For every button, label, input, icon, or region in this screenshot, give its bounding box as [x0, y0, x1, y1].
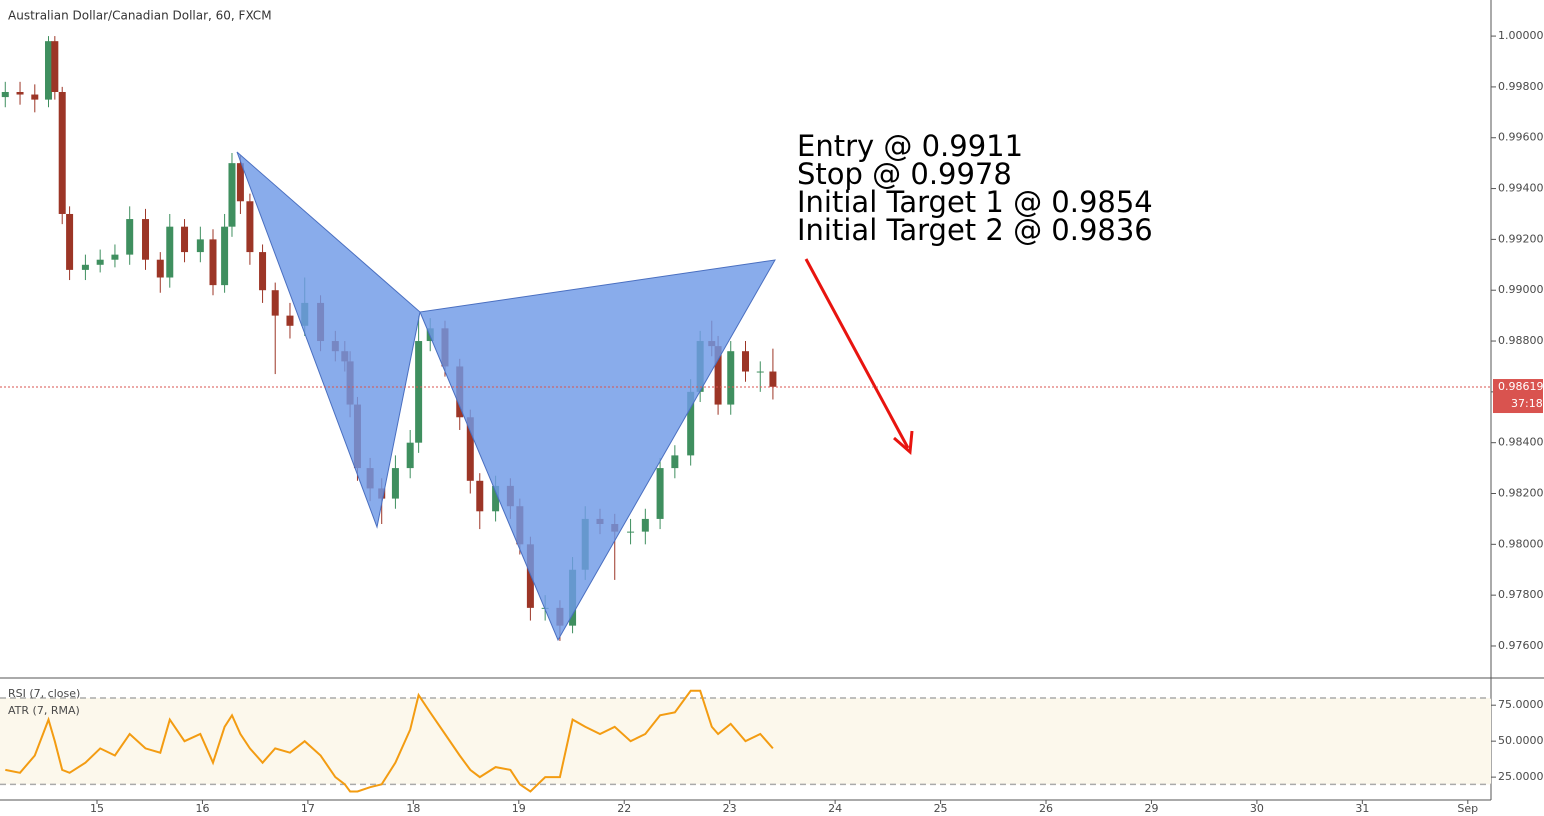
last-price-box	[1493, 379, 1543, 414]
candle-body	[259, 252, 267, 291]
rsi-line	[5, 689, 774, 793]
last-price-label: 0.98619	[1498, 380, 1544, 393]
x-tick-label: Sep	[1457, 802, 1478, 815]
candle-body	[627, 531, 635, 533]
x-tick-label: 19	[512, 802, 526, 815]
candle-body	[66, 213, 74, 270]
y-tick-label: 1.00000	[1498, 29, 1544, 42]
candle-body	[476, 480, 484, 512]
candle-body	[81, 264, 89, 270]
y-tick-label: 0.99800	[1498, 80, 1544, 93]
candle-body	[181, 226, 189, 253]
y-tick-label: 0.99200	[1498, 232, 1544, 245]
x-tick-label: 17	[301, 802, 315, 815]
x-tick-label: 24	[828, 802, 842, 815]
candle-body	[166, 226, 174, 278]
y-tick-label: 0.99000	[1498, 283, 1544, 296]
candle-body	[466, 417, 474, 481]
candle-body	[415, 341, 423, 443]
annotation: Stop @ 0.9978	[797, 157, 1012, 191]
x-tick-label: 23	[723, 802, 737, 815]
pattern-bcd	[419, 259, 776, 642]
candle-body	[31, 94, 39, 100]
candle-body	[196, 239, 204, 253]
arrow-head	[893, 430, 914, 456]
arrow-shaft	[804, 258, 910, 449]
candle-body	[209, 239, 217, 286]
x-tick-label: 16	[195, 802, 209, 815]
x-tick-label: 29	[1144, 802, 1158, 815]
y-tick-label: 0.99600	[1498, 131, 1544, 144]
candle-body	[714, 346, 722, 405]
y-tick-label: 0.98800	[1498, 334, 1544, 347]
candle-body	[236, 163, 244, 202]
candle-body	[769, 371, 777, 387]
candle-body	[271, 290, 279, 316]
annotation: Entry @ 0.9911	[797, 129, 1023, 163]
x-tick-label: 22	[617, 802, 631, 815]
x-tick-label: 31	[1355, 802, 1369, 815]
y-tick-label: 0.98000	[1498, 537, 1544, 550]
candle-body	[221, 226, 229, 286]
chart-title: Australian Dollar/Canadian Dollar, 60, F…	[8, 9, 272, 23]
candle-body	[742, 351, 749, 372]
y-tick-label: 0.99400	[1498, 182, 1544, 195]
candle-body	[671, 455, 679, 469]
candle-body	[96, 259, 104, 265]
rsi-y-tick-label: 25.0000	[1498, 770, 1544, 783]
candle-body	[492, 485, 500, 512]
candle-body	[1, 91, 9, 98]
y-tick-label: 0.98200	[1498, 487, 1544, 500]
y-tick-label: 0.98400	[1498, 436, 1544, 449]
candle-body	[656, 468, 664, 519]
x-tick-label: 15	[90, 802, 104, 815]
candle-body	[246, 201, 254, 253]
rsi-legend: RSI (7, close)	[8, 687, 80, 700]
x-tick-label: 26	[1039, 802, 1053, 815]
y-tick-label: 0.97600	[1498, 639, 1544, 652]
countdown-label: 37:18	[1511, 397, 1543, 410]
atr-legend: ATR (7, RMA)	[8, 704, 80, 717]
pattern-xab	[236, 151, 421, 529]
candle-body	[687, 391, 695, 456]
candle-body	[228, 163, 236, 227]
candle-body	[756, 371, 764, 373]
candle-body	[406, 442, 414, 469]
candle-body	[126, 219, 134, 255]
x-tick-label: 25	[934, 802, 948, 815]
x-tick-label: 18	[406, 802, 420, 815]
candle-body	[727, 351, 735, 405]
candle-body	[16, 91, 24, 95]
candle-body	[156, 259, 164, 278]
annotation: Initial Target 2 @ 0.9836	[797, 213, 1153, 247]
candle-body	[641, 518, 649, 532]
x-tick-label: 30	[1250, 802, 1264, 815]
annotation: Initial Target 1 @ 0.9854	[797, 185, 1153, 219]
candle-body	[142, 219, 150, 260]
candle-body	[526, 544, 534, 608]
rsi-y-tick-label: 50.0000	[1498, 734, 1544, 747]
candle-body	[286, 315, 294, 326]
candle-body	[58, 91, 66, 214]
candle-body	[111, 254, 119, 260]
candle-body	[51, 41, 59, 92]
candle-body	[45, 41, 53, 100]
y-tick-label: 0.97800	[1498, 588, 1544, 601]
rsi-y-tick-label: 75.0000	[1498, 698, 1544, 711]
candle-body	[391, 468, 399, 499]
